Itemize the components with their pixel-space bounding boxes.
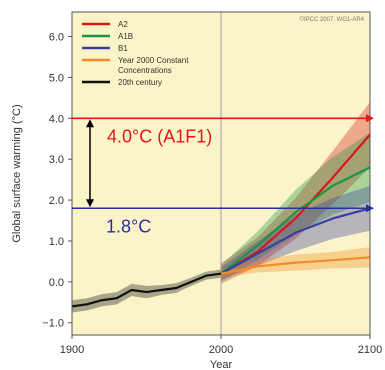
y-tick-label: 5.0	[49, 72, 64, 84]
line-b1	[220, 207, 371, 275]
legend-label: B1	[118, 44, 128, 53]
legend-label: 20th century	[118, 78, 162, 87]
y-tick-label: 1.0	[49, 236, 64, 248]
band-a2	[221, 101, 370, 284]
legend-label: A1B	[118, 32, 133, 41]
line-20th-century	[71, 272, 222, 308]
y-tick-label: 2.0	[49, 195, 64, 207]
legend-label: Year 2000 Constant	[118, 56, 189, 65]
series-lines	[71, 133, 371, 308]
x-ticks: 1900 2000 2100	[60, 335, 382, 356]
annotation-label: 1.8°C	[106, 216, 151, 236]
legend-label: Concentrations	[118, 66, 172, 75]
arrow-head-top	[86, 119, 94, 128]
y-tick-label: 3.0	[49, 154, 64, 166]
range-arrow	[86, 119, 94, 208]
y-tick-label: 0.0	[49, 277, 64, 289]
legend-label: A2	[118, 20, 128, 29]
annotation-arrowhead	[366, 204, 374, 213]
x-tick-label: 2100	[358, 344, 382, 356]
line-a1b	[220, 166, 371, 275]
x-tick-label: 1900	[60, 344, 84, 356]
y-axis-label: Global surface warming (°C)	[11, 104, 23, 242]
arrow-head-bottom	[86, 199, 94, 208]
annotations: 4.0°C (A1F1) 1.8°C	[72, 114, 374, 236]
annotation-arrowhead	[366, 114, 374, 123]
x-tick-label: 2000	[209, 344, 233, 356]
line-a2	[220, 133, 371, 275]
x-axis-label: Year	[210, 359, 233, 370]
y-tick-label: 6.0	[49, 32, 64, 44]
y-tick-label: −1.0	[42, 318, 64, 330]
line-year-2000-constant-concentrations	[220, 256, 371, 275]
credit-text: ©IPCC 2007: WG1-AR4	[300, 16, 365, 23]
y-ticks: −1.0 0.0 1.0 2.0 3.0 4.0 5.0 6.0	[42, 32, 72, 330]
y-tick-label: 4.0	[49, 113, 64, 125]
annotation-label: 4.0°C (A1F1)	[107, 126, 212, 146]
